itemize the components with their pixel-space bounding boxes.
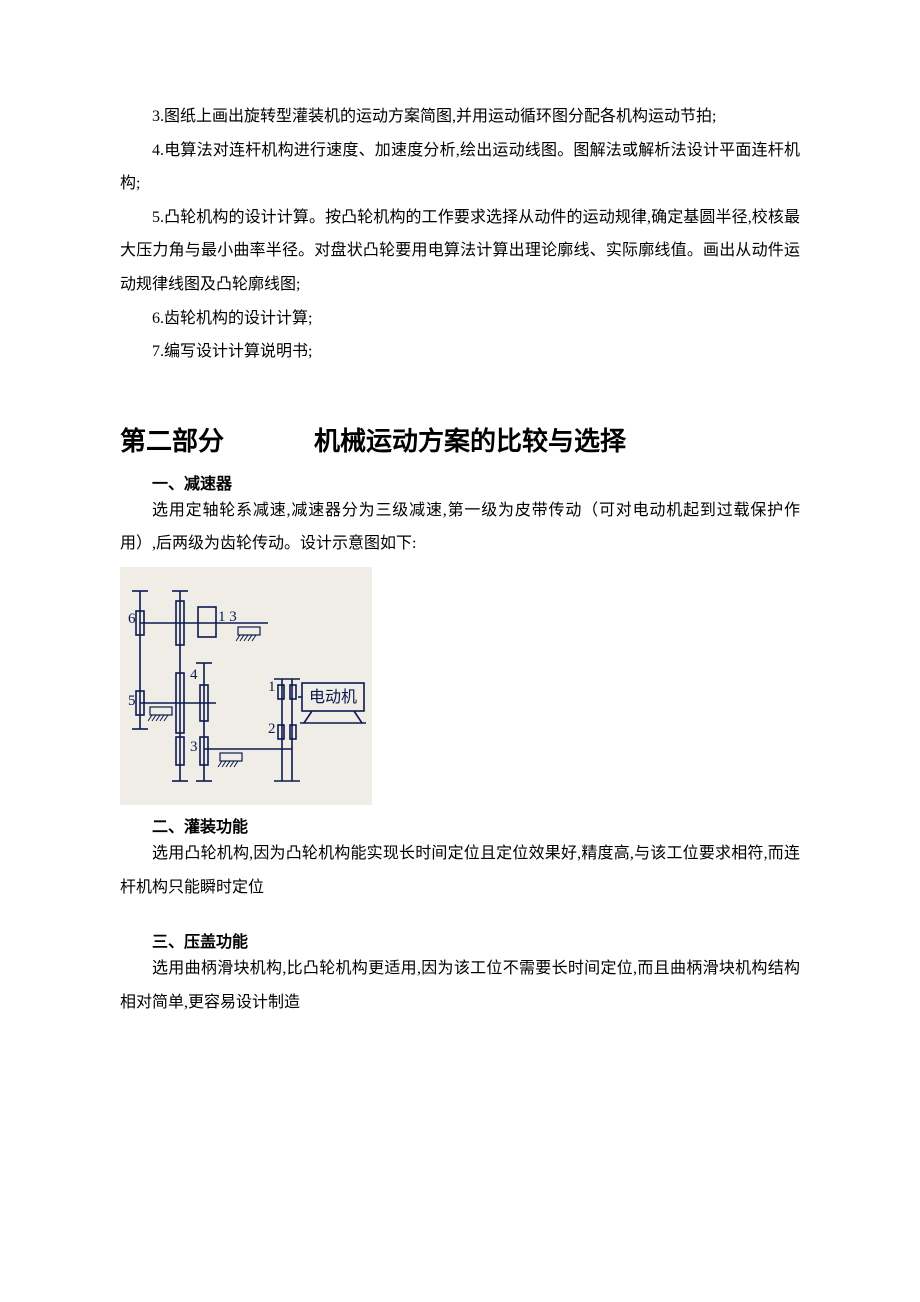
section-2-heading-right: 机械运动方案的比较与选择 bbox=[314, 427, 626, 456]
item-7: 7.编写设计计算说明书; bbox=[120, 335, 800, 369]
svg-text:3: 3 bbox=[190, 739, 198, 755]
svg-text:1 3: 1 3 bbox=[218, 609, 237, 625]
section-2-heading-left: 第二部分 bbox=[120, 427, 224, 456]
section-2-heading: 第二部分 机械运动方案的比较与选择 bbox=[120, 421, 800, 458]
reducer-schematic-svg: 电动机 6 1 3 5 4 1 2 3 bbox=[120, 567, 372, 805]
svg-text:1: 1 bbox=[268, 679, 276, 695]
item-5: 5.凸轮机构的设计计算。按凸轮机构的工作要求选择从动件的运动规律,确定基圆半径,… bbox=[120, 201, 800, 302]
svg-text:5: 5 bbox=[128, 693, 136, 709]
subheading-filling: 二、灌装功能 bbox=[120, 813, 800, 837]
reducer-diagram: 电动机 6 1 3 5 4 1 2 3 bbox=[120, 567, 800, 805]
svg-text:4: 4 bbox=[190, 667, 198, 683]
svg-text:电动机: 电动机 bbox=[309, 688, 357, 706]
capping-body: 选用曲柄滑块机构,比凸轮机构更适用,因为该工位不需要长时间定位,而且曲柄滑块机构… bbox=[120, 952, 800, 1019]
item-4: 4.电算法对连杆机构进行速度、加速度分析,绘出运动线图。图解法或解析法设计平面连… bbox=[120, 134, 800, 201]
subheading-capping: 三、压盖功能 bbox=[120, 928, 800, 952]
subheading-reducer: 一、减速器 bbox=[120, 470, 800, 494]
document-page: 3.图纸上画出旋转型灌装机的运动方案简图,并用运动循环图分配各机构运动节拍; 4… bbox=[0, 0, 920, 1302]
item-3: 3.图纸上画出旋转型灌装机的运动方案简图,并用运动循环图分配各机构运动节拍; bbox=[120, 100, 800, 134]
reducer-body: 选用定轴轮系减速,减速器分为三级减速,第一级为皮带传动（可对电动机起到过载保护作… bbox=[120, 494, 800, 561]
svg-text:6: 6 bbox=[128, 611, 136, 627]
svg-text:2: 2 bbox=[268, 721, 276, 737]
item-6: 6.齿轮机构的设计计算; bbox=[120, 302, 800, 336]
filling-body: 选用凸轮机构,因为凸轮机构能实现长时间定位且定位效果好,精度高,与该工位要求相符… bbox=[120, 837, 800, 904]
